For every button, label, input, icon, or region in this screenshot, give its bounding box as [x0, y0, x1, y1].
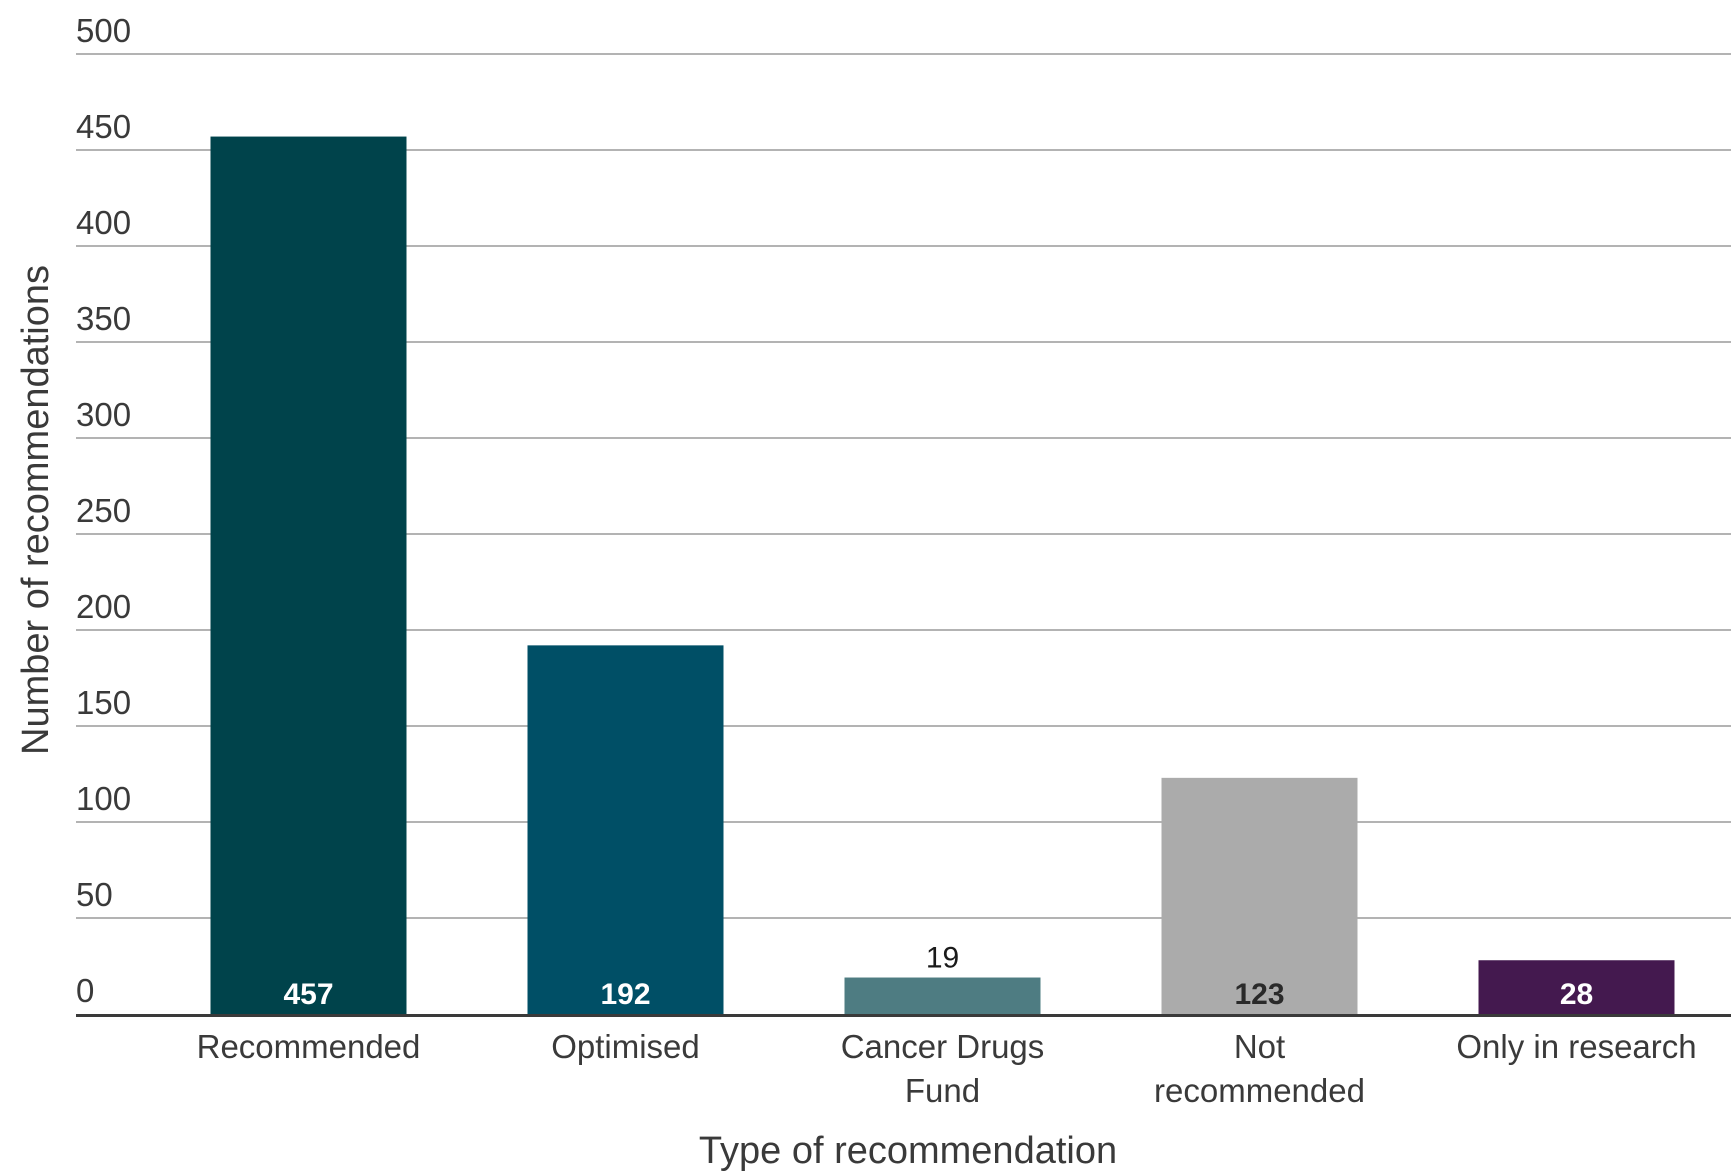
y-tick-label: 250 [76, 492, 131, 529]
y-tick-label: 150 [76, 684, 131, 721]
y-tick-label: 400 [76, 204, 131, 241]
y-tick-label: 300 [76, 396, 131, 433]
x-tick-label: recommended [1154, 1072, 1365, 1109]
y-axis-ticks: 0 50 100 150 200 250 300 350 400 450 500 [76, 12, 131, 1009]
data-label: 192 [600, 978, 650, 1011]
y-tick-label: 500 [76, 12, 131, 49]
data-label: 19 [926, 942, 959, 975]
y-tick-label: 50 [76, 876, 113, 913]
bar [1161, 777, 1358, 1014]
data-label: 123 [1234, 978, 1284, 1011]
bar [1478, 960, 1675, 1014]
data-labels: 457 192 19 123 28 [283, 942, 1593, 1011]
x-tick-label: Cancer Drugs [841, 1028, 1045, 1065]
y-tick-label: 450 [76, 108, 131, 145]
y-axis-title: Number of recommendations [15, 265, 57, 755]
x-tick-label: Fund [905, 1072, 980, 1109]
bar [210, 136, 407, 1014]
bars [210, 136, 1675, 1014]
bar [844, 977, 1041, 1014]
y-tick-label: 100 [76, 780, 131, 817]
y-tick-label: 350 [76, 300, 131, 337]
x-tick-label: Recommended [197, 1028, 421, 1065]
x-tick-label: Optimised [551, 1028, 700, 1065]
x-axis: Recommended Optimised Cancer Drugs Fund Not r… [76, 1014, 1731, 1109]
x-tick-label: Not [1234, 1028, 1285, 1065]
x-tick-label: Only in research [1456, 1028, 1696, 1065]
y-tick-label: 200 [76, 588, 131, 625]
data-label: 28 [1560, 978, 1593, 1011]
y-tick-label: 0 [76, 972, 94, 1009]
bar [527, 645, 724, 1014]
x-axis-title: Type of recommendation [699, 1130, 1117, 1171]
data-label: 457 [283, 978, 333, 1011]
